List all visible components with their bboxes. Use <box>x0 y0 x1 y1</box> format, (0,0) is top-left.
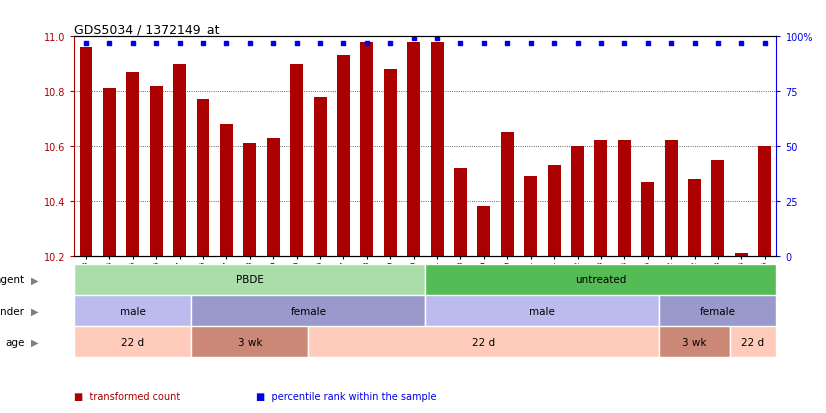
Text: PBDE: PBDE <box>236 275 263 285</box>
Bar <box>384 70 396 256</box>
Point <box>688 40 701 47</box>
Bar <box>74 295 192 326</box>
Bar <box>735 253 748 256</box>
Point <box>734 40 748 47</box>
Point <box>548 40 561 47</box>
Text: agent: agent <box>0 275 25 285</box>
Bar <box>74 264 425 295</box>
Bar <box>758 147 771 256</box>
Text: female: female <box>700 306 736 316</box>
Bar <box>595 141 607 256</box>
Bar <box>525 177 537 256</box>
Bar <box>454 169 467 256</box>
Bar <box>290 64 303 256</box>
Text: 22 d: 22 d <box>472 337 496 347</box>
Bar <box>244 144 256 256</box>
Text: ■  transformed count: ■ transformed count <box>74 392 181 401</box>
Text: untreated: untreated <box>575 275 627 285</box>
Bar <box>618 141 631 256</box>
Text: male: male <box>529 306 555 316</box>
Bar <box>407 43 420 256</box>
Bar <box>711 160 724 256</box>
Bar <box>314 97 326 256</box>
Point <box>477 40 491 47</box>
Bar <box>477 207 491 256</box>
Text: gender: gender <box>0 306 25 316</box>
Point <box>173 40 186 47</box>
Text: ▶: ▶ <box>31 275 38 285</box>
Text: age: age <box>6 337 25 347</box>
Bar <box>220 125 233 256</box>
Bar <box>425 264 776 295</box>
Point <box>524 40 537 47</box>
Bar <box>430 43 444 256</box>
Text: 22 d: 22 d <box>121 337 145 347</box>
Text: male: male <box>120 306 145 316</box>
Bar <box>103 89 116 256</box>
Text: ▶: ▶ <box>31 337 38 347</box>
Bar <box>173 64 186 256</box>
Point <box>618 40 631 47</box>
Bar <box>571 147 584 256</box>
Point <box>150 40 163 47</box>
Text: 3 wk: 3 wk <box>682 337 707 347</box>
Point <box>243 40 256 47</box>
Bar <box>548 166 561 256</box>
Point <box>79 40 93 47</box>
Point <box>337 40 350 47</box>
Bar <box>688 179 701 256</box>
Bar <box>192 326 308 357</box>
Text: ▶: ▶ <box>31 306 38 316</box>
Point <box>360 40 373 47</box>
Bar <box>665 141 677 256</box>
Point <box>571 40 584 47</box>
Point <box>102 40 116 47</box>
Point <box>711 40 724 47</box>
Point <box>594 40 607 47</box>
Point <box>290 40 303 47</box>
Bar <box>197 100 210 256</box>
Text: ■  percentile rank within the sample: ■ percentile rank within the sample <box>256 392 437 401</box>
Bar <box>641 182 654 256</box>
Point <box>430 36 444 43</box>
Point <box>758 40 771 47</box>
Point <box>314 40 327 47</box>
Bar <box>659 295 776 326</box>
Text: female: female <box>291 306 326 316</box>
Bar <box>150 86 163 256</box>
Text: 22 d: 22 d <box>742 337 765 347</box>
Point <box>267 40 280 47</box>
Point <box>220 40 233 47</box>
Bar <box>267 138 280 256</box>
Bar <box>659 326 729 357</box>
Bar <box>308 326 659 357</box>
Bar <box>729 326 776 357</box>
Point <box>197 40 210 47</box>
Point <box>501 40 514 47</box>
Point <box>126 40 140 47</box>
Text: GDS5034 / 1372149_at: GDS5034 / 1372149_at <box>74 23 220 36</box>
Bar <box>337 56 350 256</box>
Bar <box>79 48 93 256</box>
Point <box>383 40 396 47</box>
Point <box>641 40 654 47</box>
Bar <box>192 295 425 326</box>
Point <box>407 36 420 43</box>
Text: 3 wk: 3 wk <box>238 337 262 347</box>
Point <box>664 40 677 47</box>
Bar <box>501 133 514 256</box>
Bar <box>425 295 659 326</box>
Point <box>454 40 468 47</box>
Bar <box>74 326 192 357</box>
Bar <box>126 73 140 256</box>
Bar <box>360 43 373 256</box>
